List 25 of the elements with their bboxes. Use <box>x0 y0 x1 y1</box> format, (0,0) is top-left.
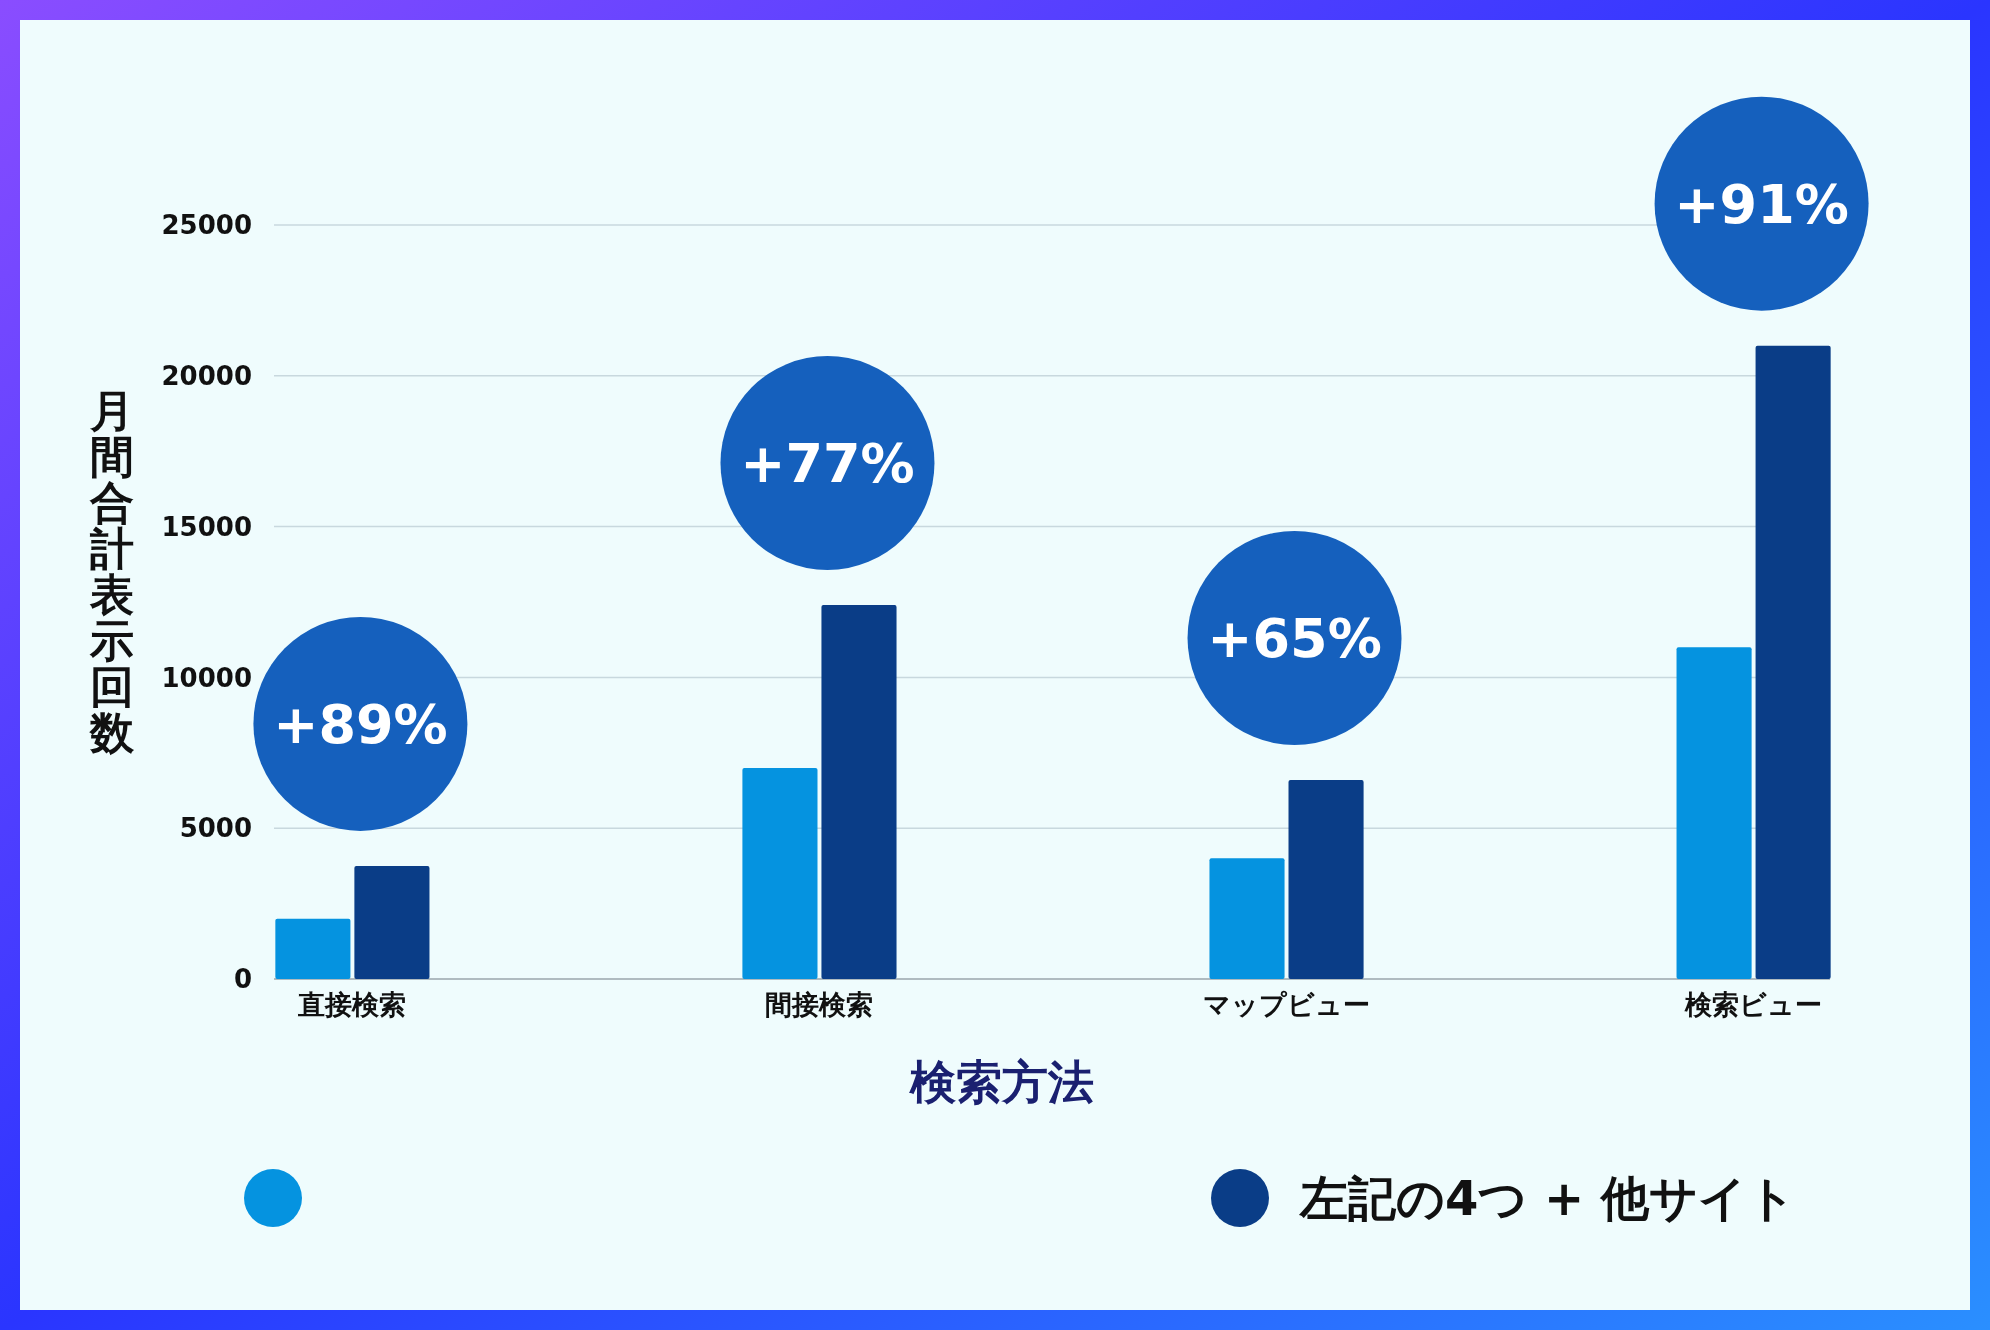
y-tick-label: 25000 <box>161 210 252 241</box>
annotation: +91% <box>1674 173 1849 237</box>
y-tick-label: 10000 <box>161 662 252 693</box>
bar <box>821 605 897 979</box>
bar <box>1209 858 1285 979</box>
bar <box>1288 779 1364 979</box>
legend-label: 左記の4つ + 他サイト <box>1298 1170 1797 1227</box>
y-tick-label: 5000 <box>179 813 252 844</box>
bar <box>1676 647 1752 979</box>
bar <box>742 767 818 979</box>
bar <box>275 918 351 979</box>
x-tick-label: 直接検索 <box>297 989 407 1020</box>
y-tick-label: 15000 <box>161 511 252 542</box>
x-tick-label: 間接検索 <box>765 989 874 1020</box>
y-tick-label: 20000 <box>161 360 252 391</box>
y-tick-label: 0 <box>233 964 252 995</box>
annotation: +77% <box>740 432 915 496</box>
y-axis-title: 月間合計表示回数 <box>89 385 135 759</box>
annotation: +65% <box>1207 607 1382 671</box>
x-tick-label: マップビュー <box>1203 989 1371 1020</box>
x-tick-label: 検索ビュー <box>1684 989 1823 1020</box>
bar <box>1755 345 1831 979</box>
bar <box>354 865 430 979</box>
x-axis-title: 検索方法 <box>909 1055 1094 1109</box>
annotation: +89% <box>273 693 448 757</box>
